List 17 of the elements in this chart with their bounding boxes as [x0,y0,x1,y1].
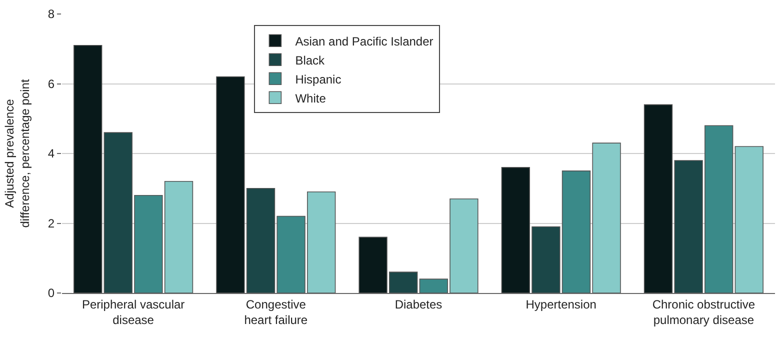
bar [74,44,102,293]
y-tick-label: 4 [48,146,55,161]
x-tick-label: Hypertension [526,297,596,312]
legend-label: White [295,91,326,106]
y-axis-title: Adjusted prevalence difference, percentage point [2,78,32,228]
x-tick-label: Chronic obstructive pulmonary disease [652,297,756,327]
x-tick-label: Diabetes [394,297,442,312]
y-tick-label: 6 [48,76,55,91]
y-tick-label: 8 [48,7,55,22]
y-tick-label: 2 [48,216,55,230]
legend-label: Hispanic [295,72,342,86]
y-tick-label: 0 [48,286,55,300]
x-tick-label: Congestive heart failure [244,297,308,327]
legend-label: Black [295,53,326,68]
bar [734,146,764,293]
x-tick-label: Peripheral vascular disease [82,297,185,327]
legend-label: Asian and Pacific Islander [295,34,434,48]
